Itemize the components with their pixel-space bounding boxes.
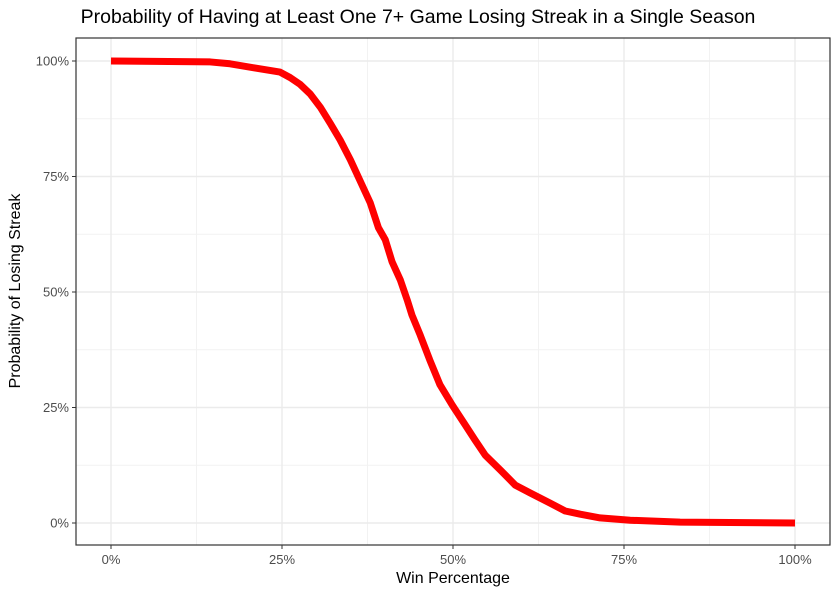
y-tick-label: 0% bbox=[50, 516, 69, 531]
x-axis-label: Win Percentage bbox=[396, 570, 510, 587]
y-tick-label: 50% bbox=[43, 285, 69, 300]
y-tick-label: 100% bbox=[36, 54, 70, 69]
x-tick-label: 100% bbox=[778, 552, 812, 567]
x-tick-label: 25% bbox=[269, 552, 295, 567]
x-tick-label: 50% bbox=[440, 552, 466, 567]
x-tick-label: 0% bbox=[102, 552, 121, 567]
y-tick-label: 75% bbox=[43, 169, 69, 184]
plot-panel-border bbox=[75, 37, 831, 546]
y-tick-label: 25% bbox=[43, 400, 69, 415]
series-line bbox=[110, 57, 796, 527]
x-tick-label: 75% bbox=[611, 552, 637, 567]
chart-title: Probability of Having at Least One 7+ Ga… bbox=[80, 6, 756, 28]
